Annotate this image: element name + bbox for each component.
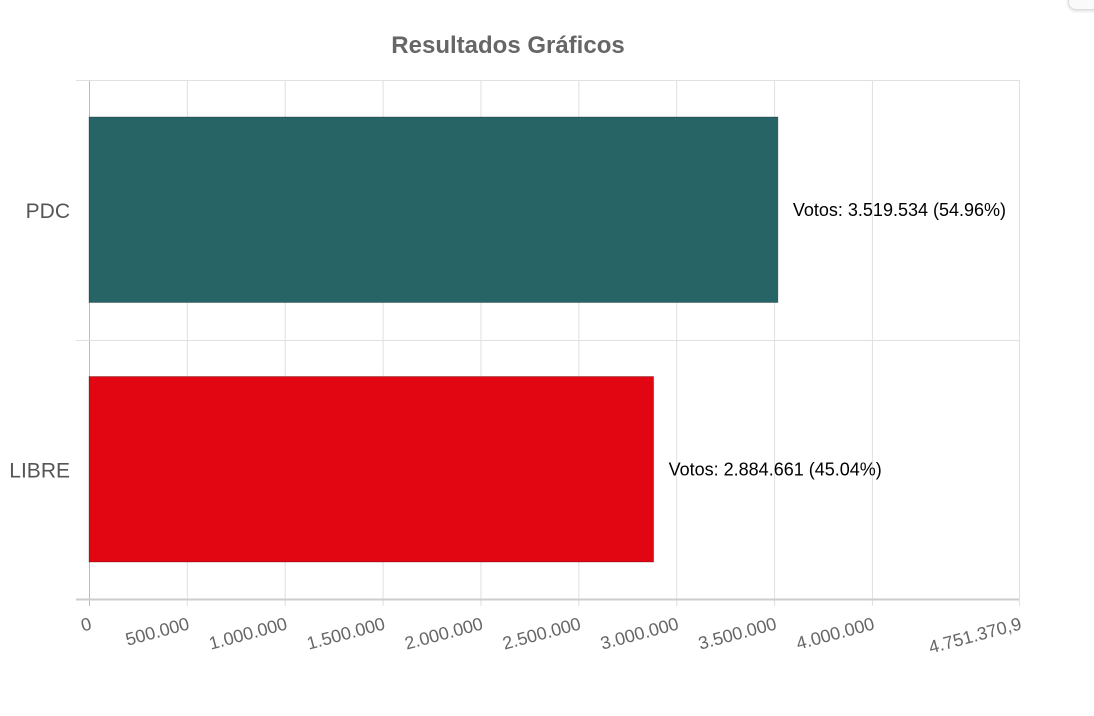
y-axis: PDC LIBRE — [9, 200, 70, 483]
data-label: Votos: 2.884.661 (45.04%) — [669, 459, 882, 479]
x-tick-label: 1.000.000 — [207, 614, 290, 654]
x-tick-label: 1.500.000 — [305, 614, 388, 654]
x-tick-label: 4.000.000 — [794, 614, 877, 654]
y-tick-label: PDC — [26, 200, 70, 223]
bar-pdc — [88, 116, 779, 304]
bars: Votos: 3.519.534 (54.96%) Votos: 2.884.66… — [88, 116, 1006, 563]
x-tick-label: 0 — [79, 614, 94, 636]
x-tick-label: 3.500.000 — [696, 614, 779, 654]
bar-libre — [88, 375, 655, 563]
chart-title: Resultados Gráficos — [391, 32, 624, 59]
x-tick-label: 500.000 — [123, 614, 191, 650]
x-axis: 0 500.000 1.000.000 1.500.000 2.000.000 2.500… — [79, 614, 1024, 658]
corner-widget — [1068, 0, 1094, 10]
x-tick-label: 2.500.000 — [500, 614, 583, 654]
data-label: Votos: 3.519.534 (54.96%) — [793, 200, 1006, 220]
x-tick-label: 2.000.000 — [402, 614, 485, 654]
y-tick-label: LIBRE — [9, 459, 70, 482]
x-tick-label: 4.751.370,9 — [927, 614, 1024, 658]
x-tick-label: 3.000.000 — [598, 614, 681, 654]
